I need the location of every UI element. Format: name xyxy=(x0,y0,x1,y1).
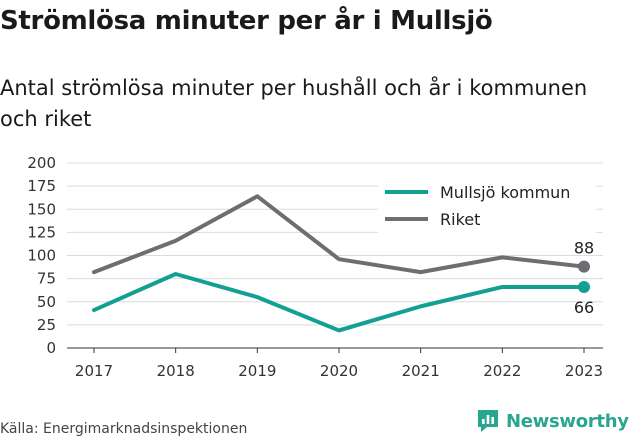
y-tick-label: 50 xyxy=(37,293,56,311)
series-line-mullsjo xyxy=(92,272,586,333)
chart-title: Strömlösa minuter per år i Mullsjö xyxy=(0,6,493,36)
y-tick-label: 125 xyxy=(27,223,56,241)
x-tick-label: 2018 xyxy=(157,362,195,380)
bar-chart-icon xyxy=(478,410,498,432)
x-tick-label: 2019 xyxy=(238,362,276,380)
line-chart: 0 25 50 75 100 125 150 175 200 2017 2018 2019 2020 20… xyxy=(27,154,603,380)
chart-subtitle: Antal strömlösa minuter per hushåll och … xyxy=(0,76,588,131)
y-tick-label: 75 xyxy=(37,270,56,288)
endpoint-marker-riket xyxy=(578,260,590,273)
brand-logo: Newsworthy xyxy=(476,408,629,434)
axes: 0 25 50 75 100 125 150 175 200 2017 2018 2019 2020 20… xyxy=(27,154,603,380)
legend-label-mullsjo: Mullsjö kommun xyxy=(440,183,570,202)
end-label-riket: 88 xyxy=(574,239,594,258)
x-tick-label: 2020 xyxy=(320,362,358,380)
legend-label-riket: Riket xyxy=(440,210,480,229)
y-tick-label: 150 xyxy=(27,200,56,218)
x-tick-label: 2017 xyxy=(75,362,113,380)
y-tick-label: 25 xyxy=(37,316,56,334)
source-note: Källa: Energimarknadsinspektionen xyxy=(0,421,248,437)
y-tick-label: 100 xyxy=(27,247,56,265)
y-tick-label: 175 xyxy=(27,177,56,195)
x-tick-label: 2022 xyxy=(483,362,521,380)
x-tick-label: 2023 xyxy=(565,362,603,380)
legend-background xyxy=(378,176,596,240)
end-label-mullsjo: 66 xyxy=(574,298,594,317)
y-tick-label: 200 xyxy=(27,154,56,172)
y-tick-label: 0 xyxy=(46,339,56,357)
series-lines xyxy=(92,194,590,333)
legend: Mullsjö kommun Riket xyxy=(378,176,596,240)
x-tick-label: 2021 xyxy=(402,362,440,380)
endpoint-marker-mullsjo xyxy=(578,280,590,293)
brand-name: Newsworthy xyxy=(506,410,629,432)
data-labels: 66 88 xyxy=(574,239,594,317)
series-line-riket xyxy=(92,194,586,275)
